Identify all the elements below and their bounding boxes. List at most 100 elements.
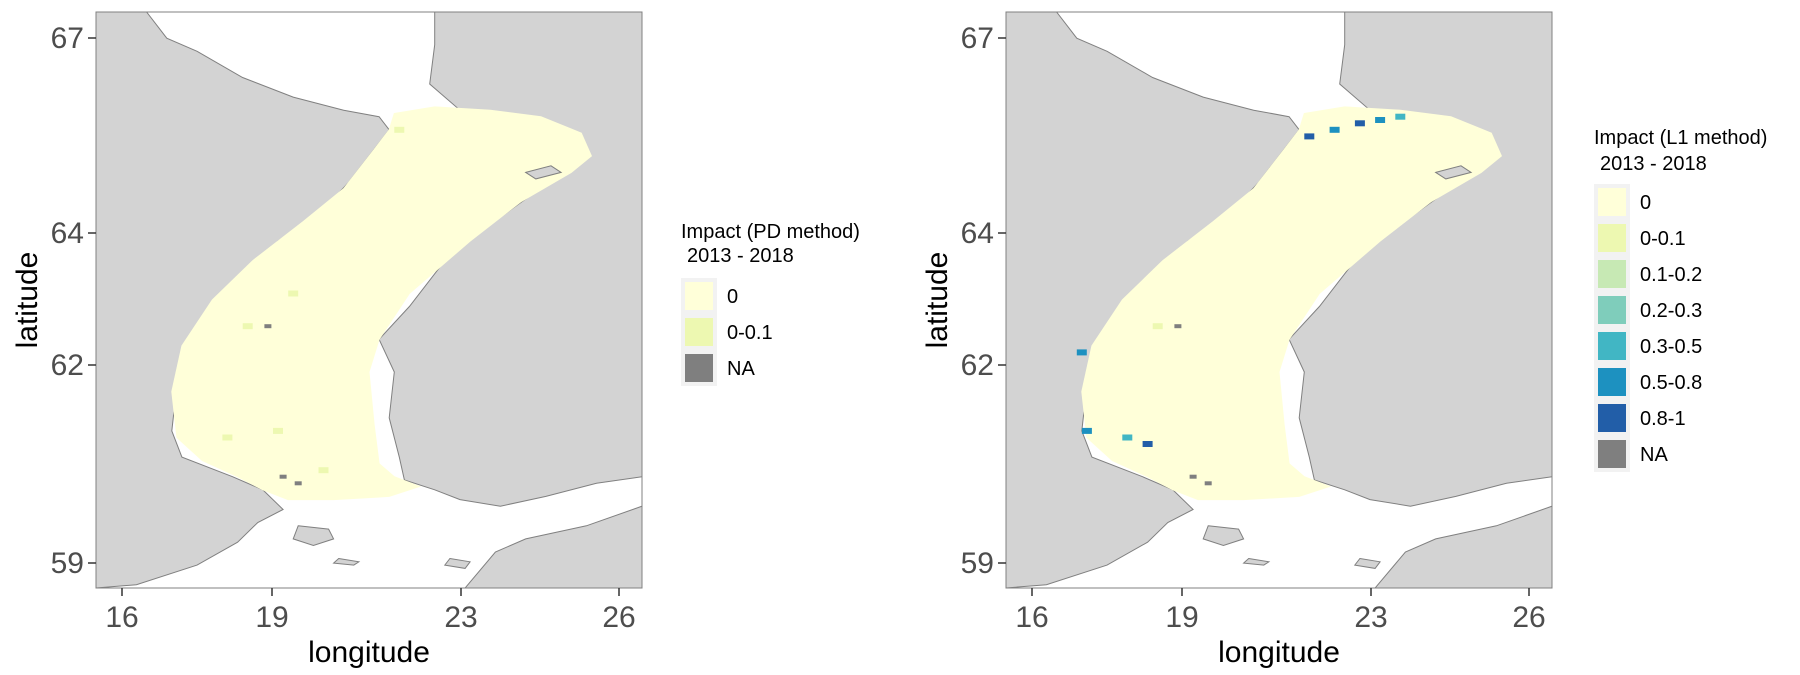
y-tick-label: 67	[51, 22, 84, 55]
map-area-pd	[96, 12, 642, 588]
x-tick-label: 26	[602, 601, 635, 634]
legend-entries: 0 0-0.1 NA	[685, 282, 773, 382]
impact-cell	[1375, 117, 1386, 123]
impact-cell	[318, 467, 329, 474]
impact-cell	[1354, 120, 1365, 127]
legend-entries: 0 0-0.1 0.1-0.2 0.2-0.3 0.3-0.5 0.5-0.8 0.8-1 N…	[1598, 188, 1702, 468]
legend-subtitle: 2013 - 2018	[687, 245, 794, 267]
y-axis: 67 64 62 59 latitude	[921, 22, 1006, 580]
impact-cell	[394, 126, 405, 133]
y-tick-label: 64	[961, 217, 994, 250]
impact-cell	[222, 434, 233, 441]
legend-swatch	[685, 318, 713, 346]
land-southeast	[464, 505, 642, 588]
x-tick-label: 23	[444, 601, 477, 634]
legend-l1: Impact (L1 method) 2013 - 2018 0 0-0.1 0.1…	[1594, 127, 1767, 472]
impact-cell	[294, 481, 302, 486]
impact-cell	[1142, 441, 1153, 447]
impact-cell	[1122, 434, 1133, 441]
y-tick-label: 64	[51, 217, 84, 250]
x-axis: 16 19 23 26 longitude	[1015, 588, 1546, 669]
legend-label: NA	[1640, 444, 1668, 466]
impact-cell	[273, 427, 283, 434]
legend-label: 0.1-0.2	[1640, 264, 1702, 286]
gulf-of-bothnia-impact-area	[171, 106, 593, 501]
legend-swatch	[1598, 260, 1626, 288]
map-panel-l1: 67 64 62 59 latitude 16 19 23 26 longitu…	[921, 11, 1767, 669]
legend-label: 0.2-0.3	[1640, 300, 1702, 322]
legend-title: Impact (PD method)	[681, 221, 860, 243]
impact-cell	[1395, 113, 1406, 120]
legend-title: Impact (L1 method)	[1594, 127, 1767, 149]
islands	[1202, 165, 1473, 569]
y-axis-title: latitude	[11, 252, 44, 349]
impact-cells	[222, 126, 405, 486]
legend-swatch	[1598, 440, 1626, 468]
impact-area-zero	[171, 106, 593, 501]
impact-cell	[264, 324, 272, 329]
map-panel-pd: 67 64 62 59 latitude 16 19 23 26 longitu…	[11, 11, 860, 669]
x-tick-label: 19	[255, 601, 288, 634]
y-axis: 67 64 62 59 latitude	[11, 22, 96, 580]
x-tick-label: 16	[1015, 601, 1048, 634]
legend-swatch	[1598, 188, 1626, 216]
impact-cells	[1076, 113, 1406, 486]
x-axis-title: longitude	[1218, 636, 1340, 669]
x-tick-label: 26	[1512, 601, 1545, 634]
legend-swatch	[1598, 332, 1626, 360]
legend-label: 0-0.1	[1640, 228, 1686, 250]
impact-cell	[1204, 481, 1212, 486]
y-tick-label: 62	[51, 349, 84, 382]
legend-label: 0.3-0.5	[1640, 336, 1702, 358]
legend-label: 0.8-1	[1640, 408, 1686, 430]
island	[332, 557, 361, 566]
panel-border	[1005, 11, 1553, 589]
legend-subtitle: 2013 - 2018	[1600, 153, 1707, 175]
impact-cell	[1174, 324, 1182, 329]
impact-cell	[1152, 323, 1163, 330]
legend-swatch	[1598, 404, 1626, 432]
legend-label: NA	[727, 358, 755, 380]
y-axis-title: latitude	[921, 252, 954, 349]
x-axis: 16 19 23 26 longitude	[105, 588, 636, 669]
legend-swatch	[685, 282, 713, 310]
y-tick-label: 59	[961, 547, 994, 580]
island	[1353, 557, 1381, 569]
map-area-l1	[1006, 12, 1552, 588]
impact-cell	[1304, 133, 1315, 140]
impact-cell	[1189, 474, 1197, 479]
impact-area-zero	[1081, 106, 1503, 501]
island	[1242, 557, 1271, 566]
legend-swatch	[685, 354, 713, 382]
impact-cell	[1076, 349, 1087, 356]
island	[292, 525, 335, 547]
legend-label: 0	[1640, 192, 1651, 214]
gulf-of-bothnia-impact-area	[1081, 106, 1503, 501]
impact-cell	[288, 290, 299, 297]
impact-cell	[242, 323, 253, 330]
legend-label: 0-0.1	[727, 322, 773, 344]
x-tick-label: 23	[1354, 601, 1387, 634]
x-axis-title: longitude	[308, 636, 430, 669]
island	[524, 165, 563, 180]
impact-cell	[1081, 427, 1092, 434]
legend-swatch	[1598, 224, 1626, 252]
y-tick-label: 59	[51, 547, 84, 580]
legend-swatch	[1598, 368, 1626, 396]
x-tick-label: 16	[105, 601, 138, 634]
panel-border	[95, 11, 643, 589]
islands	[292, 165, 563, 569]
land-southeast	[1374, 505, 1552, 588]
island	[443, 557, 471, 569]
island	[1202, 525, 1245, 547]
x-tick-label: 19	[1165, 601, 1198, 634]
y-tick-label: 67	[961, 22, 994, 55]
island	[1434, 165, 1473, 180]
legend-label: 0	[727, 286, 738, 308]
y-tick-label: 62	[961, 349, 994, 382]
impact-cell	[1329, 126, 1340, 133]
legend-label: 0.5-0.8	[1640, 372, 1702, 394]
legend-swatch	[1598, 296, 1626, 324]
legend-pd: Impact (PD method) 2013 - 2018 0 0-0.1 NA	[681, 221, 860, 386]
